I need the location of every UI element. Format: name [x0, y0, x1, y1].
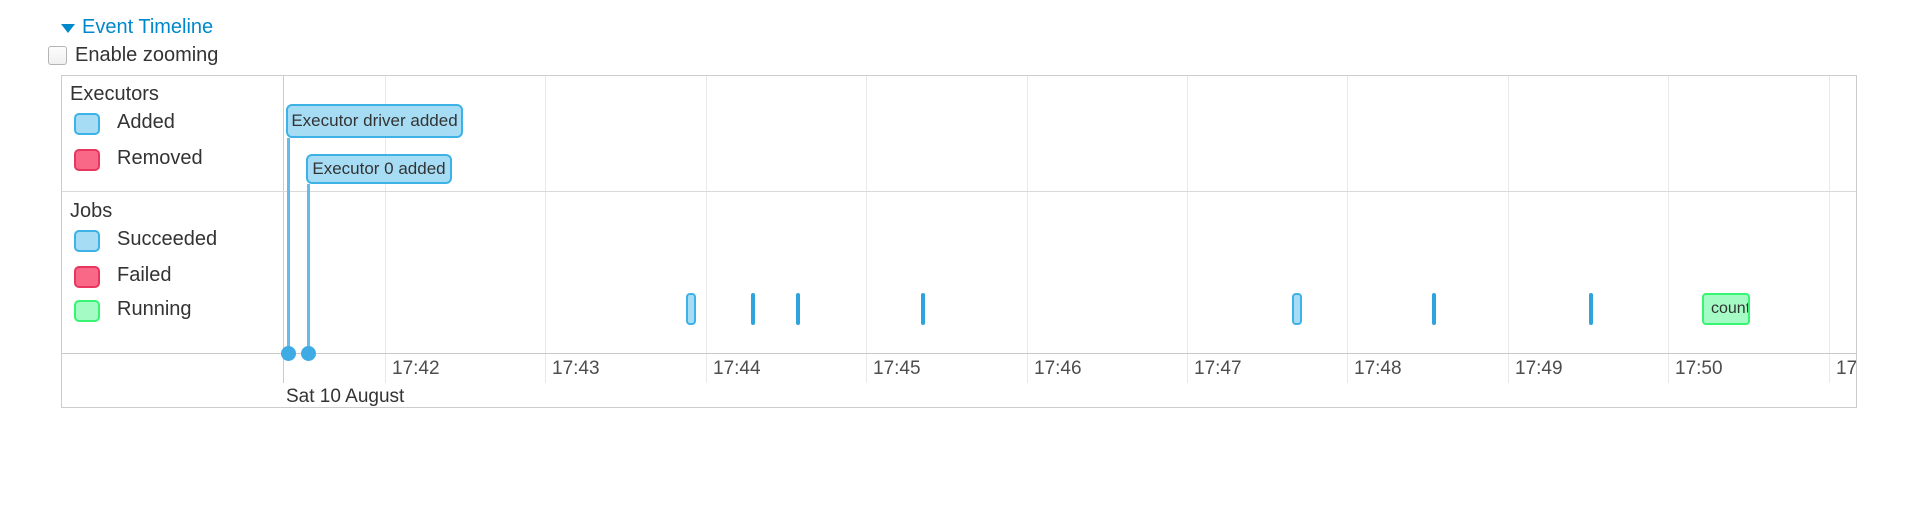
axis-tick-label: 17:50 [1675, 358, 1723, 379]
time-axis-line [62, 353, 1856, 354]
legend-panel-border [283, 76, 284, 383]
lane-title-executors: Executors [70, 83, 159, 105]
job-event-succeeded[interactable] [921, 293, 925, 325]
grid-line [706, 76, 707, 383]
axis-tick-label: 17:48 [1354, 358, 1402, 379]
legend-label-failed: Failed [117, 264, 172, 286]
axis-tick-label: 17:49 [1515, 358, 1563, 379]
axis-tick-label: 17:43 [552, 358, 600, 379]
collapse-triangle-icon [61, 24, 75, 33]
axis-tick-label: 17:42 [392, 358, 440, 379]
executor-event-box[interactable]: Executor driver added [286, 104, 463, 138]
job-event-succeeded[interactable] [1292, 293, 1302, 325]
job-event-succeeded[interactable] [1432, 293, 1436, 325]
job-event-succeeded[interactable] [751, 293, 755, 325]
axis-tick-label: 17:46 [1034, 358, 1082, 379]
axis-major-label: Sat 10 August [286, 386, 405, 407]
grid-line [1187, 76, 1188, 383]
executor-event-dot [301, 346, 316, 361]
grid-line [1668, 76, 1669, 383]
executor-event-line [307, 184, 310, 353]
enable-zooming-label[interactable]: Enable zooming [75, 44, 219, 66]
grid-line [1347, 76, 1348, 383]
grid-line [1829, 76, 1830, 383]
job-event-succeeded[interactable] [796, 293, 800, 325]
event-timeline-title: Event Timeline [82, 16, 214, 38]
axis-tick-label: 17:51 [1836, 358, 1856, 379]
lane-divider [62, 191, 1856, 192]
legend-label-succeeded: Succeeded [117, 228, 218, 250]
legend-swatch-removed [74, 149, 100, 171]
executor-event-line [287, 138, 290, 353]
job-event-succeeded[interactable] [1589, 293, 1593, 325]
axis-tick-label: 17:44 [713, 358, 761, 379]
legend-label-removed: Removed [117, 147, 203, 169]
grid-line [866, 76, 867, 383]
grid-line [1027, 76, 1028, 383]
legend-swatch-succeeded [74, 230, 100, 252]
legend-label-added: Added [117, 111, 175, 133]
event-timeline-toggle[interactable]: Event Timeline [61, 16, 213, 39]
job-event-running[interactable]: count [1702, 293, 1750, 325]
executor-event-dot [281, 346, 296, 361]
legend-swatch-failed [74, 266, 100, 288]
timeline-canvas: 17:42 17:43 17:44 17:45 17:46 17:47 17:48 17:49… [62, 76, 1856, 407]
lane-title-jobs: Jobs [70, 200, 113, 222]
axis-tick-label: 17:45 [873, 358, 921, 379]
grid-line [545, 76, 546, 383]
grid-line [1508, 76, 1509, 383]
axis-tick-label: 17:47 [1194, 358, 1242, 379]
legend-swatch-running [74, 300, 100, 322]
job-event-succeeded[interactable] [686, 293, 696, 325]
executor-event-box[interactable]: Executor 0 added [306, 154, 452, 184]
grid-line [385, 76, 386, 383]
enable-zooming-control: Enable zooming [48, 44, 218, 67]
enable-zooming-checkbox[interactable] [48, 46, 67, 65]
legend-label-running: Running [117, 298, 192, 320]
legend-swatch-added [74, 113, 100, 135]
